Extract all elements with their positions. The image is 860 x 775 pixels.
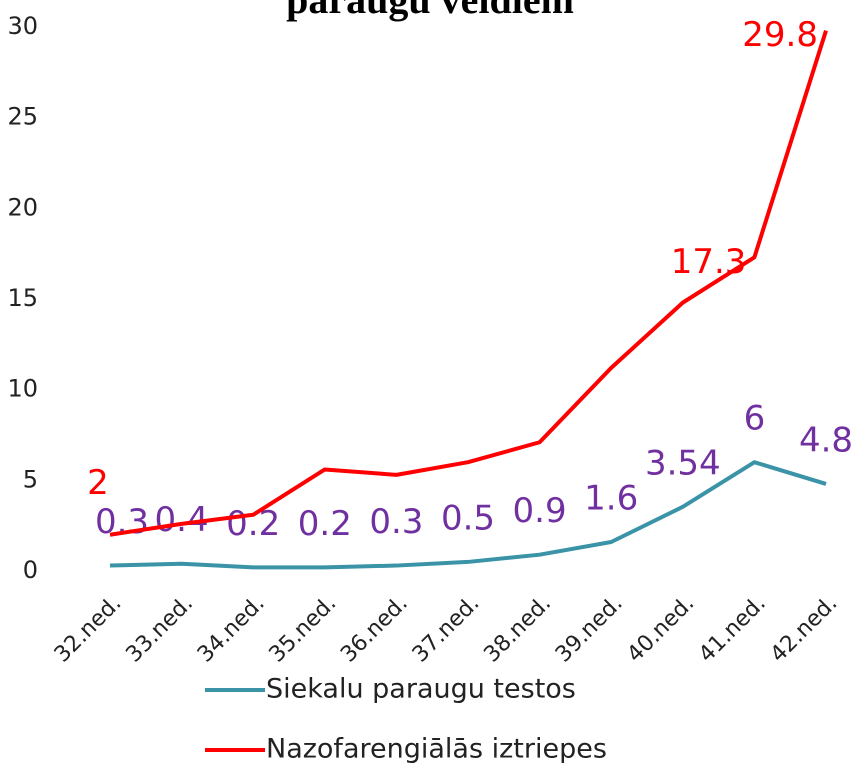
x-tick-label: 39.ned. — [551, 591, 628, 668]
data-label: 0.9 — [513, 491, 567, 531]
series-line — [109, 30, 828, 537]
data-label: 1.6 — [584, 478, 638, 518]
x-tick-label: 37.ned. — [408, 591, 485, 668]
y-tick-label: 10 — [7, 375, 38, 403]
data-label: 0.3 — [95, 502, 149, 542]
y-tick-label: 15 — [7, 284, 38, 312]
x-tick-label: 35.ned. — [265, 591, 342, 668]
data-label: 17.3 — [671, 242, 747, 282]
data-label: 4.8 — [799, 420, 853, 460]
legend-label: Siekalu paraugu testos — [266, 674, 576, 705]
chart-title: paraugu veidiem — [286, 0, 574, 22]
y-tick-label: 0 — [23, 556, 38, 584]
legend-label: Nazofarengiālās iztriepes — [266, 734, 607, 765]
x-tick-label: 40.ned. — [623, 591, 700, 668]
data-label: 0.5 — [441, 498, 495, 538]
y-tick-label: 30 — [7, 12, 38, 40]
series-line — [109, 460, 827, 570]
data-label: 3.54 — [645, 443, 721, 483]
data-label: 0.2 — [226, 504, 280, 544]
y-tick-label: 20 — [7, 193, 38, 221]
x-tick-label: 32.ned. — [50, 591, 127, 668]
x-tick-label: 36.ned. — [336, 591, 413, 668]
x-tick-label: 41.ned. — [694, 591, 771, 668]
data-label: 29.8 — [742, 15, 818, 55]
y-tick-label: 5 — [23, 465, 38, 493]
x-tick-label: 34.ned. — [193, 591, 270, 668]
data-label: 6 — [744, 399, 766, 439]
data-label: 0.2 — [298, 504, 352, 544]
x-tick-label: 38.ned. — [479, 591, 556, 668]
x-tick-label: 42.ned. — [766, 591, 843, 668]
data-label: 2 — [87, 463, 109, 503]
x-tick-label: 33.ned. — [121, 591, 198, 668]
data-label: 0.3 — [369, 502, 423, 542]
y-tick-label: 25 — [7, 103, 38, 131]
